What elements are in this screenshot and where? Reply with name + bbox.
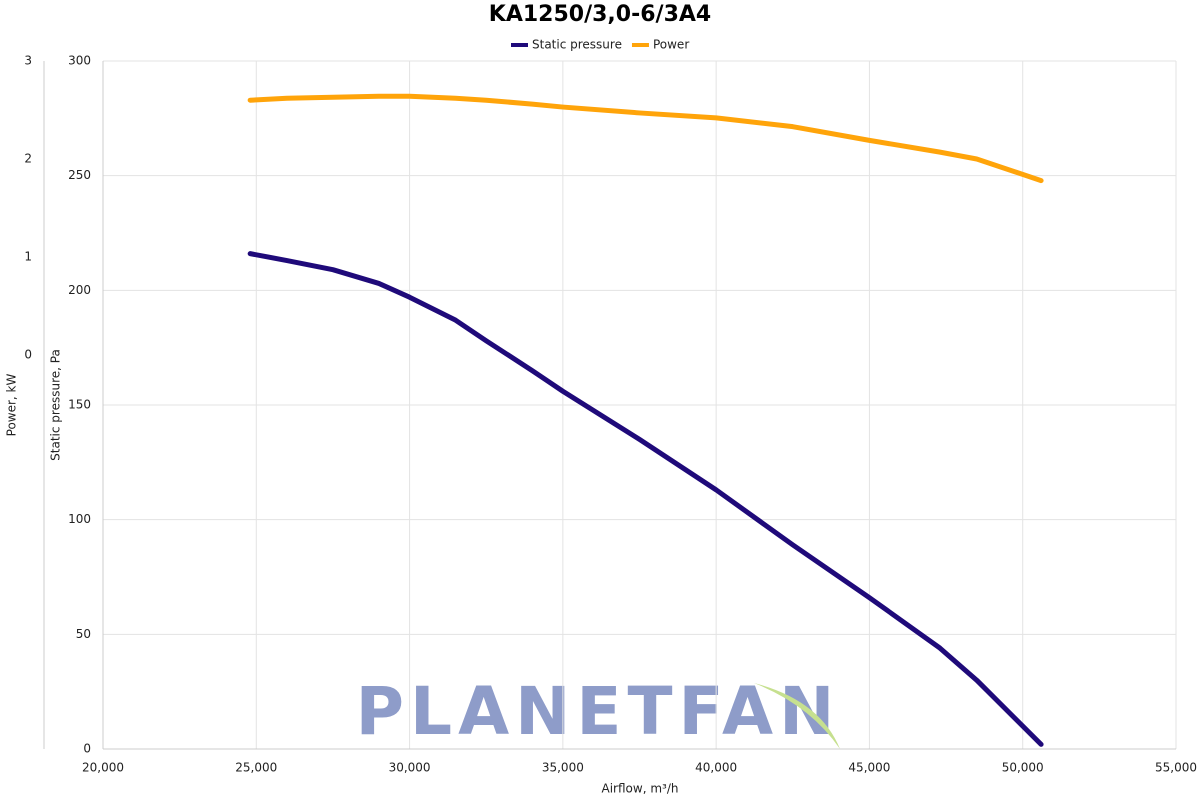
x-tick-label: 20,000 bbox=[82, 761, 124, 775]
y-tick-label: 100 bbox=[68, 512, 91, 526]
x-tick-label: 40,000 bbox=[695, 761, 737, 775]
y2-tick-label: 2 bbox=[24, 152, 32, 166]
x-tick-label: 30,000 bbox=[389, 761, 431, 775]
y-tick-label: 200 bbox=[68, 283, 91, 297]
x-axis-title: Airflow, m³/h bbox=[602, 782, 679, 796]
y2-tick-label: 0 bbox=[24, 348, 32, 362]
line-series bbox=[247, 251, 1044, 747]
line-series bbox=[247, 93, 1044, 184]
x-tick-label: 50,000 bbox=[1002, 761, 1044, 775]
y-axis-title: Static pressure, Pa bbox=[49, 349, 63, 461]
y-tick-label: 0 bbox=[83, 742, 91, 756]
x-tick-label: 25,000 bbox=[235, 761, 277, 775]
legend-label: Power bbox=[653, 38, 689, 52]
chart-title: KA1250/3,0-6/3A4 bbox=[489, 2, 711, 27]
y-tick-label: 250 bbox=[68, 168, 91, 182]
y2-axis-title: Power, kW bbox=[5, 374, 19, 437]
x-tick-label: 55,000 bbox=[1155, 761, 1197, 775]
x-tick-label: 35,000 bbox=[542, 761, 584, 775]
y2-tick-label: 3 bbox=[24, 54, 32, 68]
y-tick-label: 150 bbox=[68, 398, 91, 412]
x-tick-label: 45,000 bbox=[848, 761, 890, 775]
y2-tick-label: 1 bbox=[24, 250, 32, 264]
y-tick-label: 300 bbox=[68, 54, 91, 68]
watermark: PLANETFAN bbox=[356, 673, 841, 750]
legend-label: Static pressure bbox=[532, 38, 622, 52]
y-tick-label: 50 bbox=[76, 627, 91, 641]
